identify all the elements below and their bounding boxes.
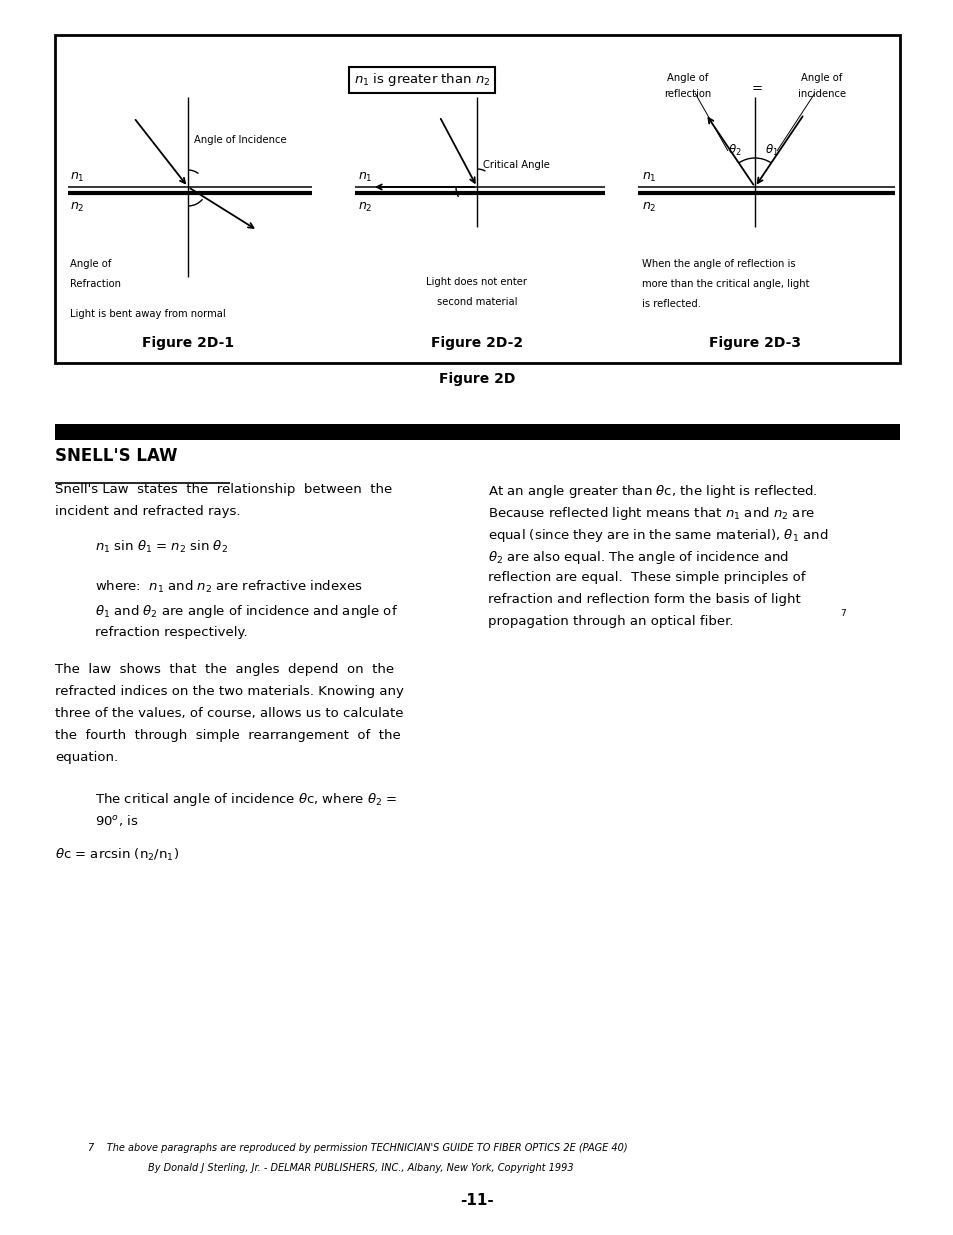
Text: equation.: equation. (55, 751, 118, 764)
Text: incidence: incidence (797, 89, 845, 99)
Text: By Donald J Sterling, Jr. - DELMAR PUBLISHERS, INC., Albany, New York, Copyright: By Donald J Sterling, Jr. - DELMAR PUBLI… (148, 1163, 573, 1173)
Text: 90$^o$, is: 90$^o$, is (95, 813, 138, 827)
Text: 7: 7 (840, 609, 845, 618)
Text: $n_1$: $n_1$ (70, 170, 85, 184)
Text: $n_1$: $n_1$ (357, 170, 373, 184)
Text: Light does not enter: Light does not enter (426, 277, 527, 287)
Text: the  fourth  through  simple  rearrangement  of  the: the fourth through simple rearrangement … (55, 729, 400, 742)
Text: Angle of: Angle of (70, 259, 112, 269)
Text: The critical angle of incidence $\theta$c, where $\theta_2$ =: The critical angle of incidence $\theta$… (95, 790, 396, 808)
Text: refracted indices on the two materials. Knowing any: refracted indices on the two materials. … (55, 685, 403, 698)
Text: Critical Angle: Critical Angle (482, 161, 549, 170)
Text: $\theta_1$ and $\theta_2$ are angle of incidence and angle of: $\theta_1$ and $\theta_2$ are angle of i… (95, 603, 397, 620)
Text: When the angle of reflection is: When the angle of reflection is (641, 259, 795, 269)
Text: Figure 2D: Figure 2D (438, 372, 515, 387)
Text: equal (since they are in the same material), $\theta_1$ and: equal (since they are in the same materi… (488, 527, 827, 543)
Text: $n_2$: $n_2$ (641, 200, 656, 214)
Text: Because reflected light means that $n_1$ and $n_2$ are: Because reflected light means that $n_1$… (488, 505, 814, 522)
Text: -11-: -11- (459, 1193, 494, 1208)
Text: 7    The above paragraphs are reproduced by permission TECHNICIAN'S GUIDE TO FIB: 7 The above paragraphs are reproduced by… (88, 1144, 627, 1153)
Text: Figure 2D-3: Figure 2D-3 (708, 336, 801, 350)
Bar (55, 424, 899, 440)
Text: more than the critical angle, light: more than the critical angle, light (641, 279, 809, 289)
Text: Angle of: Angle of (801, 73, 841, 83)
Text: refraction and reflection form the basis of light: refraction and reflection form the basis… (488, 593, 800, 606)
Text: $n_1$: $n_1$ (641, 170, 656, 184)
Text: The  law  shows  that  the  angles  depend  on  the: The law shows that the angles depend on … (55, 663, 394, 676)
Text: three of the values, of course, allows us to calculate: three of the values, of course, allows u… (55, 706, 403, 720)
Text: Figure 2D-1: Figure 2D-1 (142, 336, 233, 350)
Text: second material: second material (436, 296, 517, 308)
Text: Figure 2D-2: Figure 2D-2 (431, 336, 522, 350)
Text: propagation through an optical fiber.: propagation through an optical fiber. (488, 615, 733, 629)
Text: $\theta_2$ are also equal. The angle of incidence and: $\theta_2$ are also equal. The angle of … (488, 550, 788, 566)
Text: Refraction: Refraction (70, 279, 121, 289)
Text: $n_1$ is greater than $n_2$: $n_1$ is greater than $n_2$ (354, 72, 490, 89)
Text: Angle of Incidence: Angle of Incidence (193, 135, 286, 144)
Text: where:  $n_1$ and $n_2$ are refractive indexes: where: $n_1$ and $n_2$ are refractive in… (95, 579, 362, 595)
Text: At an angle greater than $\theta$c, the light is reflected.: At an angle greater than $\theta$c, the … (488, 483, 817, 500)
Text: reflection: reflection (663, 89, 711, 99)
Text: $\theta$c = arcsin (n$_2$/n$_1$): $\theta$c = arcsin (n$_2$/n$_1$) (55, 847, 179, 863)
Text: incident and refracted rays.: incident and refracted rays. (55, 505, 240, 517)
Text: reflection are equal.  These simple principles of: reflection are equal. These simple princ… (488, 571, 804, 584)
Text: is reflected.: is reflected. (641, 299, 700, 309)
Text: Snell's Law  states  the  relationship  between  the: Snell's Law states the relationship betw… (55, 483, 392, 496)
Text: $\theta_2$: $\theta_2$ (727, 143, 741, 158)
Text: =: = (751, 82, 761, 95)
Text: $n_2$: $n_2$ (357, 200, 372, 214)
Bar (55, 35, 899, 363)
Text: $n_1$ sin $\theta_1$ = $n_2$ sin $\theta_2$: $n_1$ sin $\theta_1$ = $n_2$ sin $\theta… (95, 538, 228, 555)
Text: refraction respectively.: refraction respectively. (95, 626, 248, 638)
Text: Light is bent away from normal: Light is bent away from normal (70, 309, 226, 319)
Text: SNELL'S LAW: SNELL'S LAW (55, 447, 177, 466)
Text: $\theta_1$: $\theta_1$ (764, 143, 778, 158)
Text: Angle of: Angle of (666, 73, 708, 83)
Text: $n_2$: $n_2$ (70, 200, 85, 214)
